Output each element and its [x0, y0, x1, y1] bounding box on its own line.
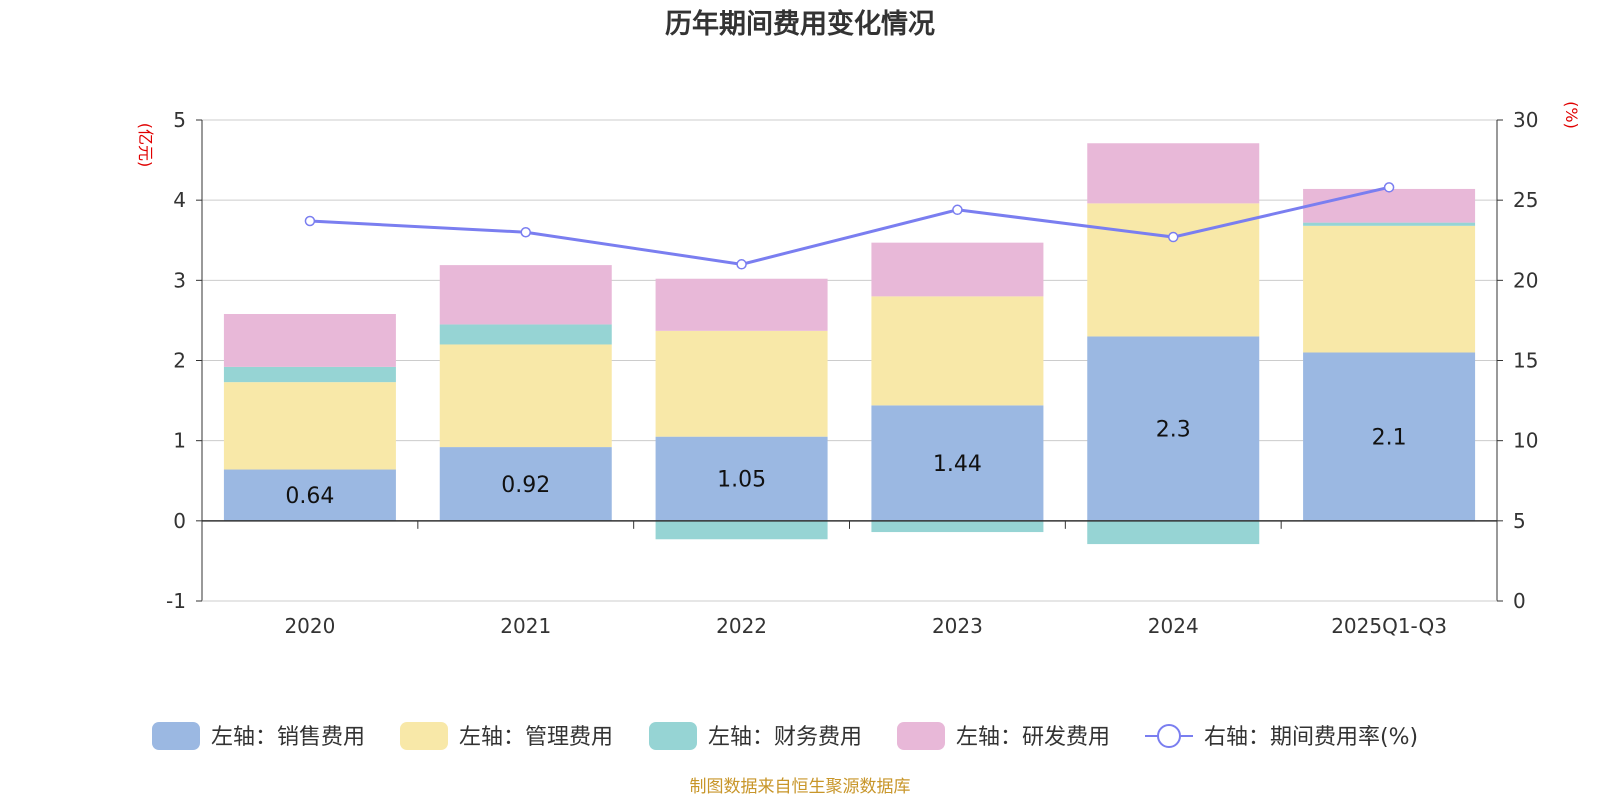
bar-segment — [871, 296, 1044, 406]
legend-line-marker — [1157, 724, 1181, 748]
left-tick-label: 5 — [173, 108, 186, 132]
rate-line — [304, 182, 1395, 270]
legend: 左轴：销售费用 左轴：管理费用 左轴：财务费用 左轴：研发费用 右轴：期间费用率(%) — [152, 722, 1418, 750]
legend-swatch — [152, 722, 200, 750]
bar-segment — [655, 520, 828, 540]
left-tick-label: 1 — [173, 429, 186, 453]
x-category-label: 2024 — [1148, 614, 1199, 638]
bar-value-label: 2.3 — [1156, 418, 1191, 443]
bar-segment — [223, 314, 396, 367]
bars — [223, 143, 1476, 545]
bar-segment — [439, 265, 612, 325]
legend-label: 左轴：销售费用 — [211, 725, 365, 750]
legend-swatch — [400, 722, 448, 750]
right-tick-label: 15 — [1513, 349, 1538, 373]
bar-segment — [1087, 520, 1260, 545]
x-category-label: 2023 — [932, 614, 983, 638]
bar-segment — [871, 242, 1044, 297]
bar-value-label: 0.92 — [501, 473, 550, 498]
rate-point — [736, 259, 747, 270]
right-tick-label: 5 — [1513, 509, 1526, 533]
left-axis-unit-label: (亿元) — [136, 123, 155, 168]
legend-label: 左轴：财务费用 — [708, 725, 862, 750]
x-category-label: 2020 — [284, 614, 335, 638]
right-axis: 0 5 10 15 20 25 30 — [1496, 108, 1538, 613]
rate-line-path — [309, 185, 1390, 266]
bar-labels: 0.64 0.92 1.05 1.44 2.3 2.1 — [285, 418, 1406, 510]
gridlines — [202, 119, 1497, 602]
rate-point — [520, 226, 531, 238]
left-tick-label: 2 — [173, 349, 186, 373]
bar-segment — [439, 344, 612, 448]
bar-value-label: 0.64 — [285, 484, 334, 509]
right-tick-label: 0 — [1513, 589, 1526, 613]
right-tick-label: 20 — [1513, 268, 1538, 292]
bar-segment — [439, 324, 612, 345]
right-axis-unit-label: (%) — [1562, 101, 1581, 129]
left-tick-label: -1 — [166, 589, 186, 613]
legend-label: 左轴：管理费用 — [459, 725, 613, 750]
legend-label: 左轴：研发费用 — [956, 725, 1110, 750]
left-tick-label: 4 — [173, 188, 186, 212]
right-tick-label: 25 — [1513, 188, 1538, 212]
right-tick-label: 30 — [1513, 108, 1538, 132]
bar-segment — [655, 436, 828, 521]
bar-segment — [1087, 336, 1260, 521]
source-note: 制图数据来自恒生聚源数据库 — [690, 777, 911, 797]
x-category-label: 2025Q1-Q3 — [1331, 614, 1447, 638]
rate-point — [952, 204, 963, 216]
bar-segment — [655, 330, 828, 437]
left-tick-label: 3 — [173, 268, 186, 292]
bar-segment — [1303, 222, 1476, 226]
chart-title: 历年期间费用变化情况 — [665, 8, 935, 40]
bar-segment — [1087, 203, 1260, 337]
bar-segment — [439, 447, 612, 521]
left-axis: -1 0 1 2 3 4 5 — [166, 108, 203, 613]
left-tick-label: 0 — [173, 509, 186, 533]
bar-segment — [1303, 225, 1476, 353]
bar-segment — [1303, 352, 1476, 521]
rate-point — [1383, 182, 1395, 193]
bar-segment — [223, 366, 396, 383]
x-axis: 2020 2021 2022 2023 2024 2025Q1-Q3 — [201, 520, 1498, 638]
right-tick-label: 10 — [1513, 429, 1538, 453]
rate-point — [1168, 231, 1179, 243]
bar-segment — [871, 405, 1044, 521]
legend-swatch — [897, 722, 945, 750]
x-category-label: 2022 — [716, 614, 767, 638]
bar-segment — [223, 469, 396, 521]
bar-segment — [223, 382, 396, 470]
legend-swatch — [649, 722, 697, 750]
bar-segment — [655, 278, 828, 331]
bar-value-label: 2.1 — [1372, 426, 1407, 451]
bar-segment — [1087, 143, 1260, 204]
bar-value-label: 1.44 — [933, 452, 982, 477]
bar-value-label: 1.05 — [717, 468, 766, 493]
bar-segment — [871, 520, 1044, 533]
bar-segment — [1303, 188, 1476, 223]
rate-point — [304, 215, 316, 227]
x-category-label: 2021 — [500, 614, 551, 638]
legend-label: 右轴：期间费用率(%) — [1204, 725, 1418, 750]
